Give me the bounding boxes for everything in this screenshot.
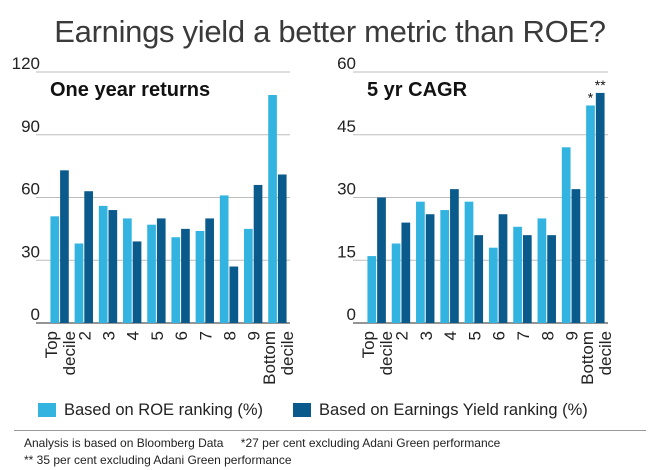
legend-swatch-ey bbox=[293, 403, 312, 417]
bar-0-0-0 bbox=[50, 216, 60, 323]
x-tick-label-0-7: 8 bbox=[221, 331, 240, 340]
x-tick-label-0-9-1: decile bbox=[278, 331, 297, 375]
bar-1-0-3 bbox=[440, 210, 450, 323]
x-tick-label-0-4: 5 bbox=[148, 331, 167, 340]
footnote-single-star: *27 per cent excluding Adani Green perfo… bbox=[240, 436, 501, 450]
bar-1-0-8 bbox=[561, 147, 571, 323]
footnote-line-2: ** 35 per cent excluding Adani Green per… bbox=[24, 453, 292, 467]
bar-0-1-1 bbox=[84, 191, 93, 323]
x-tick-label-1-1: 2 bbox=[392, 331, 411, 340]
panel-title-0: One year returns bbox=[50, 79, 210, 101]
x-tick-label-1-0-0: Top bbox=[359, 331, 378, 358]
y-tick-label-1-3: 45 bbox=[337, 117, 356, 136]
bar-0-1-8 bbox=[253, 184, 263, 323]
panel-title-1: 5 yr CAGR bbox=[367, 79, 468, 101]
x-tick-label-0-9-0: Bottom bbox=[260, 331, 279, 385]
y-tick-label-0-2: 60 bbox=[21, 180, 40, 199]
bar-1-1-5 bbox=[498, 214, 508, 323]
source-note: Analysis is based on Bloomberg Data bbox=[24, 436, 224, 450]
bar-0-0-8 bbox=[244, 228, 253, 324]
bar-0-0-7 bbox=[219, 195, 229, 323]
footer-divider bbox=[14, 430, 646, 431]
y-tick-label-1-0: 0 bbox=[347, 305, 356, 324]
y-tick-label-0-4: 120 bbox=[12, 54, 40, 73]
bar-0-0-5 bbox=[171, 237, 181, 323]
x-tick-label-0-0-1: decile bbox=[60, 331, 79, 375]
bar-annotation-1-0: * bbox=[588, 89, 594, 105]
bar-1-0-1 bbox=[391, 243, 401, 323]
x-tick-label-0-3: 4 bbox=[124, 331, 143, 340]
bar-0-1-6 bbox=[205, 218, 214, 323]
x-tick-label-1-4: 5 bbox=[465, 331, 484, 340]
bar-1-0-9 bbox=[586, 105, 595, 323]
y-tick-label-1-4: 60 bbox=[337, 54, 356, 73]
bar-1-0-4 bbox=[464, 201, 474, 323]
bar-0-0-3 bbox=[123, 218, 132, 323]
footnote-line-1: Analysis is based on Bloomberg Data *27 … bbox=[24, 436, 500, 450]
legend-item-ey[interactable]: Based on Earnings Yield ranking (%) bbox=[293, 401, 588, 420]
y-tick-label-1-2: 30 bbox=[337, 180, 356, 199]
y-tick-label-0-3: 90 bbox=[21, 117, 40, 136]
x-tick-label-1-2: 3 bbox=[417, 331, 436, 340]
x-tick-label-1-9-0: Bottom bbox=[578, 331, 597, 385]
bar-0-1-9 bbox=[277, 174, 287, 323]
footnote-double-star: ** 35 per cent excluding Adani Green per… bbox=[24, 453, 292, 467]
bar-1-0-2 bbox=[416, 201, 425, 323]
bar-1-0-6 bbox=[513, 226, 522, 323]
bar-0-0-9 bbox=[268, 95, 277, 323]
x-tick-label-0-6: 7 bbox=[196, 331, 215, 340]
x-tick-label-1-8: 9 bbox=[563, 331, 582, 340]
bar-1-0-0 bbox=[367, 256, 377, 323]
bar-1-1-7 bbox=[547, 235, 556, 323]
bar-1-1-1 bbox=[401, 222, 411, 323]
legend-label-ey: Based on Earnings Yield ranking (%) bbox=[319, 400, 588, 419]
bar-1-0-5 bbox=[488, 247, 498, 323]
bar-0-1-4 bbox=[156, 218, 166, 323]
x-tick-label-0-5: 6 bbox=[172, 331, 191, 340]
legend-swatch-roe bbox=[38, 403, 56, 417]
bar-0-1-3 bbox=[132, 241, 142, 323]
x-tick-label-1-0-1: decile bbox=[377, 331, 396, 375]
x-tick-label-1-9-1: decile bbox=[596, 331, 615, 375]
legend-label-roe: Based on ROE ranking (%) bbox=[64, 400, 264, 419]
bar-1-1-0 bbox=[377, 197, 386, 323]
x-tick-label-1-6: 7 bbox=[514, 331, 533, 340]
bar-1-1-4 bbox=[474, 235, 484, 323]
bar-0-1-7 bbox=[229, 266, 239, 323]
x-tick-label-1-7: 8 bbox=[538, 331, 557, 340]
bar-1-1-9 bbox=[595, 92, 605, 323]
bar-0-0-4 bbox=[147, 224, 156, 323]
bar-0-0-6 bbox=[195, 230, 205, 323]
legend: Based on ROE ranking (%) Based on Earnin… bbox=[38, 399, 588, 421]
bar-1-1-8 bbox=[571, 189, 581, 323]
y-tick-label-1-1: 15 bbox=[337, 242, 356, 261]
bar-1-1-2 bbox=[425, 214, 435, 323]
bar-1-1-3 bbox=[450, 189, 459, 323]
bar-annotation-1-1: ** bbox=[595, 77, 606, 93]
y-tick-label-0-1: 30 bbox=[21, 242, 40, 261]
x-tick-label-1-5: 6 bbox=[490, 331, 509, 340]
page-title: Earnings yield a better metric than ROE? bbox=[54, 14, 606, 49]
bar-0-1-2 bbox=[108, 210, 118, 323]
bar-0-1-5 bbox=[181, 228, 190, 324]
bar-1-1-6 bbox=[522, 235, 532, 323]
bar-0-0-2 bbox=[98, 205, 108, 323]
bar-0-0-1 bbox=[74, 243, 84, 323]
x-tick-label-0-8: 9 bbox=[245, 331, 264, 340]
y-tick-label-0-0: 0 bbox=[31, 305, 40, 324]
bar-0-1-0 bbox=[60, 170, 69, 323]
x-tick-label-0-1: 2 bbox=[75, 331, 94, 340]
x-tick-label-0-2: 3 bbox=[100, 331, 119, 340]
x-tick-label-1-3: 4 bbox=[441, 331, 460, 340]
legend-item-roe[interactable]: Based on ROE ranking (%) bbox=[38, 401, 263, 420]
x-tick-label-0-0-0: Top bbox=[42, 331, 61, 358]
bar-1-0-7 bbox=[537, 218, 547, 323]
